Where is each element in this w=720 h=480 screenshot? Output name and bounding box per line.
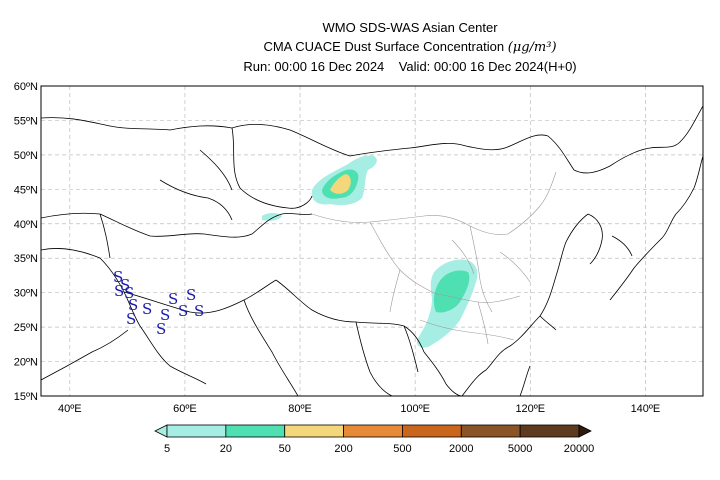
longitude-tick-label: 120ºE: [515, 403, 545, 415]
colorbar-label: 5000: [508, 443, 532, 455]
title-line-2-text: CMA CUACE Dust Surface Concentration: [263, 39, 508, 54]
dust-symbol: S: [194, 302, 204, 320]
dust-symbol: S: [124, 284, 134, 302]
colorbar-label: 20000: [564, 443, 595, 455]
dust-area-west-gansu: [262, 213, 282, 221]
unit-label: (μg/m³): [507, 40, 557, 55]
colorbar-label: 20: [220, 443, 232, 455]
dust-symbol: S: [156, 320, 166, 338]
colorbar-segment: [460, 424, 521, 438]
longitude-tick-label: 140ºE: [631, 403, 661, 415]
latitude-tick-label: 50ºN: [14, 150, 38, 162]
latitude-labels: 60ºN 55ºN 50ºN 45ºN 40ºN 35ºN 30ºN 25ºN 20ºN 15ºN: [14, 81, 38, 403]
dust-symbol: S: [113, 268, 123, 286]
latitude-tick-label: 45ºN: [14, 184, 38, 196]
colorbar-segment: [402, 424, 462, 438]
dust-symbol: S: [178, 302, 188, 320]
longitude-tick-label: 60ºE: [173, 403, 197, 415]
dust-symbol: S: [114, 282, 124, 300]
latitude-tick-label: 20ºN: [14, 357, 38, 369]
latitude-tick-label: 25ºN: [14, 322, 38, 334]
map-geography: S S S S S S S S S S S S S: [41, 105, 703, 396]
colorbar-label: 200: [334, 443, 352, 455]
map-title: WMO SDS-WAS Asian Center CMA CUACE Dust …: [0, 18, 720, 76]
colorbar: 5 20 50 200 500 2000 5000 20000: [154, 424, 595, 455]
latitude-tick-label: 15ºN: [14, 391, 38, 403]
colorbar-min-arrow: [154, 424, 168, 438]
latitude-tick-label: 60ºN: [14, 81, 38, 93]
colorbar-label: 50: [279, 443, 291, 455]
colorbar-label: 5: [164, 443, 170, 455]
colorbar-label: 2000: [449, 443, 473, 455]
dust-symbol: S: [126, 310, 136, 328]
colorbar-segment: [284, 424, 344, 438]
dust-symbols: S S S S S S S S S S S S S: [113, 268, 204, 338]
dust-symbol: S: [168, 290, 178, 308]
title-line-3: Run: 00:00 16 Dec 2024 Valid: 00:00 16 D…: [243, 59, 577, 74]
dust-symbol: S: [120, 276, 130, 294]
dust-symbol: S: [142, 300, 152, 318]
latitude-tick-label: 40ºN: [14, 219, 38, 231]
colorbar-segment: [166, 424, 227, 438]
latitude-tick-label: 35ºN: [14, 253, 38, 265]
latitude-tick-label: 30ºN: [14, 288, 38, 300]
country-borders: [41, 105, 703, 396]
dust-symbol: S: [128, 296, 138, 314]
dust-symbol: S: [160, 306, 170, 324]
colorbar-segment: [225, 424, 286, 438]
map-frame: [40, 85, 704, 397]
title-line-1: WMO SDS-WAS Asian Center: [322, 20, 498, 35]
latitude-tick-label: 55ºN: [14, 115, 38, 127]
longitude-tick-label: 100ºE: [400, 403, 430, 415]
gridlines: [41, 86, 703, 396]
title-line-2: CMA CUACE Dust Surface Concentration (μg…: [100, 37, 720, 57]
longitude-tick-label: 80ºE: [288, 403, 312, 415]
dust-area-central-china-mid: [433, 270, 470, 313]
dust-shading: [262, 155, 478, 348]
longitude-labels: 40ºE 60ºE 80ºE 100ºE 120ºE 140ºE: [58, 403, 660, 415]
colorbar-max-arrow: [578, 424, 592, 438]
colorbar-segment: [519, 424, 580, 438]
province-borders: [311, 171, 557, 345]
colorbar-segment: [343, 424, 403, 438]
dust-symbol: S: [186, 286, 196, 304]
dust-area-xinjiang-high: [330, 174, 351, 194]
longitude-tick-label: 40ºE: [58, 403, 82, 415]
colorbar-label: 500: [393, 443, 411, 455]
